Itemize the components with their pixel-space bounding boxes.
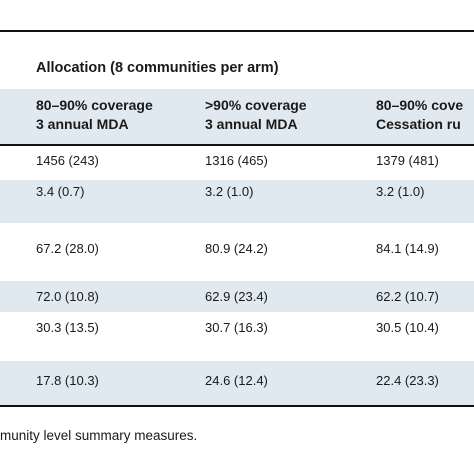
column-header-1: 80–90% coverage 3 annual MDA (36, 96, 153, 134)
row-band-4 (0, 281, 474, 312)
table-bottom-rule (0, 405, 474, 407)
table-cell: 72.0 (10.8) (36, 289, 99, 304)
table-cell: 3.2 (1.0) (205, 184, 254, 199)
table-cell: 22.4 (23.3) (376, 373, 439, 388)
column-header-3-line2: Cessation ru (376, 116, 461, 132)
table-cell: 30.7 (16.3) (205, 320, 268, 335)
table-cell: 62.2 (10.7) (376, 289, 439, 304)
row-band-6 (0, 361, 474, 405)
column-header-1-line2: 3 annual MDA (36, 116, 129, 132)
top-rule (0, 30, 474, 32)
table-cell: 3.4 (0.7) (36, 184, 85, 199)
column-header-2: >90% coverage 3 annual MDA (205, 96, 307, 134)
table-cell: 80.9 (24.2) (205, 241, 268, 256)
table-cell: 1316 (465) (205, 153, 268, 168)
column-header-1-line1: 80–90% coverage (36, 97, 153, 113)
table-cell: 30.5 (10.4) (376, 320, 439, 335)
column-header-3-line1: 80–90% cove (376, 97, 464, 113)
header-band (0, 89, 474, 144)
column-header-2-line1: >90% coverage (205, 97, 307, 113)
header-bottom-rule (0, 144, 474, 146)
table-cell: 67.2 (28.0) (36, 241, 99, 256)
column-header-3: 80–90% cove Cessation ru (376, 96, 463, 134)
table-cell: 3.2 (1.0) (376, 184, 425, 199)
column-header-2-line2: 3 annual MDA (205, 116, 298, 132)
table-cell: 84.1 (14.9) (376, 241, 439, 256)
table-footnote: munity level summary measures. (0, 428, 198, 443)
row-band-2 (0, 180, 474, 223)
table-cell: 62.9 (23.4) (205, 289, 268, 304)
table-cell: 1456 (243) (36, 153, 99, 168)
table-cell: 30.3 (13.5) (36, 320, 99, 335)
table-cell: 17.8 (10.3) (36, 373, 99, 388)
allocation-heading: Allocation (8 communities per arm) (36, 60, 279, 76)
table-cell: 24.6 (12.4) (205, 373, 268, 388)
table-cell: 1379 (481) (376, 153, 439, 168)
